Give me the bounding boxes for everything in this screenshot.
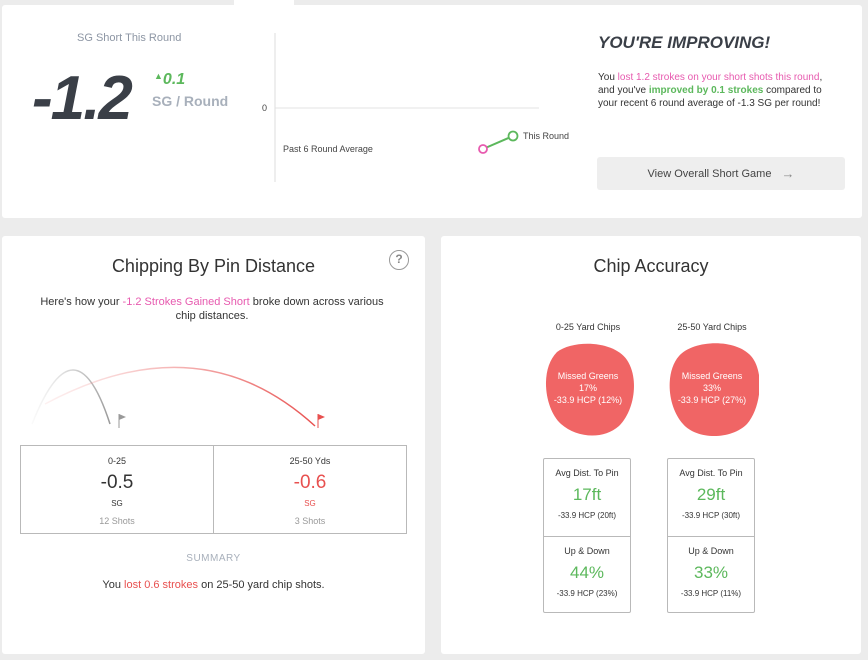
distance-range: 0-25	[107, 456, 126, 466]
flag-icon	[317, 414, 325, 428]
trend-average-label: Past 6 Round Average	[283, 144, 373, 154]
distance-cell-25-50: 25-50 Yds -0.6 SG 3 Shots	[213, 446, 406, 533]
avg-dist-value: 29ft	[696, 485, 726, 504]
view-overall-short-game-button[interactable]: View Overall Short Game →	[597, 157, 845, 190]
accuracy-column-0-25: 0-25 Yard Chips Missed Greens 17% -33.9 …	[543, 322, 634, 613]
trend-this-round-label: This Round	[523, 131, 569, 141]
up-arrow-icon: ▲	[154, 71, 163, 81]
trend-this-round-point	[507, 130, 519, 142]
sg-short-value: -1.2	[32, 64, 133, 133]
summary-heading: SUMMARY	[186, 553, 241, 564]
chipping-by-pin-distance-card: Chipping By Pin Distance ? Here's how yo…	[2, 236, 425, 654]
distance-cell-0-25: 0-25 -0.5 SG 12 Shots	[21, 446, 213, 533]
improvement-text-part: You	[598, 72, 618, 83]
avg-dist-section: Avg Dist. To Pin 17ft -33.9 HCP (20ft)	[544, 459, 630, 536]
trend-average-point	[478, 144, 488, 154]
up-down-section: Up & Down 44% -33.9 HCP (23%)	[544, 536, 630, 613]
long-chip-arc	[44, 366, 316, 427]
sg-short-label: SG Short This Round	[77, 32, 182, 44]
accuracy-column-25-50: 25-50 Yard Chips Missed Greens 33% -33.9…	[667, 322, 759, 613]
sg-delta: ▲0.1	[154, 71, 185, 89]
accuracy-column-title: 0-25 Yard Chips	[555, 322, 621, 332]
improved-highlight: improved by 0.1 strokes	[648, 85, 764, 96]
summary-text-part: on 25-50 yard chip shots.	[198, 579, 325, 591]
accuracy-stats-box: Avg Dist. To Pin 17ft -33.9 HCP (20ft) U…	[543, 458, 631, 613]
trend-change-line	[482, 135, 514, 150]
sg-delta-unit: SG / Round	[152, 93, 229, 109]
missed-greens-blob	[669, 343, 759, 436]
strokes-lost-highlight: lost 1.2 strokes on your short shots thi…	[617, 72, 820, 83]
missed-greens-label: Missed Greens	[557, 371, 619, 381]
distance-shot-count: 3 Shots	[294, 516, 326, 526]
avg-dist-hcp: -33.9 HCP (30ft)	[681, 511, 741, 520]
missed-greens-blob	[545, 343, 634, 436]
chip-accuracy-card: Chip Accuracy 0-25 Yard Chips Missed Gre…	[441, 236, 861, 654]
chip-trajectory-graphic	[31, 366, 325, 428]
up-down-hcp: -33.9 HCP (11%)	[680, 589, 742, 598]
distance-breakdown-table: 0-25 -0.5 SG 12 Shots 25-50 Yds -0.6 SG …	[20, 445, 407, 534]
improvement-text-part: , and you've	[598, 72, 823, 96]
accuracy-stats-box: Avg Dist. To Pin 29ft -33.9 HCP (30ft) U…	[667, 458, 755, 613]
trend-zero-label: 0	[262, 103, 267, 113]
trend-chart: 0 Past 6 Round Average This Round	[262, 33, 569, 182]
up-down-value: 33%	[693, 563, 729, 582]
chipping-intro-part: broke down across various chip distances…	[175, 296, 384, 322]
accuracy-column-title: 25-50 Yard Chips	[677, 322, 747, 332]
chip-accuracy-title: Chip Accuracy	[593, 256, 709, 276]
missed-greens-text: Missed Greens 17% -33.9 HCP (12%)	[543, 370, 633, 406]
distance-range: 25-50 Yds	[289, 456, 331, 466]
missed-greens-label: Missed Greens	[681, 371, 743, 381]
improvement-text: You lost 1.2 strokes on your short shots…	[598, 71, 838, 110]
short-chip-arc	[31, 369, 111, 425]
strokes-lost-highlight: lost 0.6 strokes	[124, 579, 199, 591]
distance-sg-unit: SG	[304, 499, 316, 508]
up-down-label: Up & Down	[688, 546, 734, 556]
sg-delta-value: 0.1	[162, 71, 186, 88]
chipping-intro-part: Here's how your	[40, 296, 123, 308]
chipping-intro: Here's how your -1.2 Strokes Gained Shor…	[32, 295, 392, 323]
distance-sg-value: -0.5	[100, 472, 134, 493]
avg-dist-hcp: -33.9 HCP (20ft)	[557, 511, 617, 520]
distance-sg-value: -0.6	[293, 472, 327, 493]
missed-greens-hcp: -33.9 HCP (27%)	[677, 395, 747, 405]
view-overall-button-label: View Overall Short Game	[647, 167, 772, 180]
avg-dist-value: 17ft	[572, 485, 602, 504]
chipping-title: Chipping By Pin Distance	[111, 256, 316, 276]
strokes-gained-highlight: -1.2 Strokes Gained Short	[122, 296, 250, 308]
avg-dist-section: Avg Dist. To Pin 29ft -33.9 HCP (30ft)	[668, 459, 754, 536]
avg-dist-label: Avg Dist. To Pin	[679, 468, 743, 478]
arrow-right-icon: →	[781, 166, 795, 181]
missed-greens-text: Missed Greens 33% -33.9 HCP (27%)	[667, 370, 757, 406]
missed-greens-hcp: -33.9 HCP (12%)	[553, 395, 623, 405]
sg-short-summary-card: SG Short This Round -1.2 ▲0.1 SG / Round…	[2, 5, 862, 218]
up-down-label: Up & Down	[564, 546, 610, 556]
summary-text-part: You	[102, 579, 125, 591]
top-tab-indicator	[234, 0, 294, 5]
improvement-text-part: compared to your recent 6 round average …	[598, 85, 822, 109]
distance-sg-unit: SG	[111, 499, 123, 508]
missed-greens-pct: 33%	[702, 383, 721, 393]
question-circle-icon[interactable]: ?	[389, 250, 409, 270]
missed-greens-pct: 17%	[578, 383, 597, 393]
avg-dist-label: Avg Dist. To Pin	[555, 468, 619, 478]
summary-text: You lost 0.6 strokes on 25-50 yard chip …	[2, 579, 425, 591]
up-down-section: Up & Down 33% -33.9 HCP (11%)	[668, 536, 754, 613]
up-down-hcp: -33.9 HCP (23%)	[556, 589, 618, 598]
flag-icon	[118, 414, 126, 428]
distance-shot-count: 12 Shots	[99, 516, 135, 526]
up-down-value: 44%	[569, 563, 605, 582]
improving-headline: YOU'RE IMPROVING!	[598, 33, 771, 52]
